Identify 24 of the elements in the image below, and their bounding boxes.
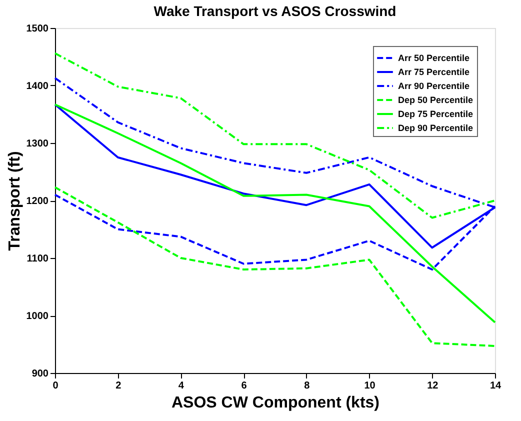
legend-label: Arr 75 Percentile [398, 67, 470, 77]
legend-label: Dep 50 Percentile [398, 95, 474, 105]
x-tick-label: 0 [52, 380, 59, 392]
y-tick-label: 1400 [26, 81, 49, 92]
x-tick-label: 8 [304, 380, 310, 392]
y-tick-label: 1200 [26, 196, 49, 207]
y-tick-label: 1100 [26, 254, 49, 264]
chart-title: Wake Transport vs ASOS Crosswind [154, 3, 396, 19]
legend-label: Dep 75 Percentile [398, 109, 474, 119]
legend-label: Arr 90 Percentile [398, 81, 470, 91]
legend-label: Dep 90 Percentile [398, 123, 474, 133]
x-tick-label: 4 [178, 380, 184, 392]
x-tick-label: 14 [490, 380, 502, 392]
x-tick-label: 2 [116, 380, 122, 392]
y-tick-label: 1000 [26, 311, 49, 322]
x-axis-title: ASOS CW Component (kts) [172, 394, 380, 412]
y-tick-label: 1500 [26, 24, 49, 34]
x-tick-label: 12 [427, 380, 439, 392]
legend-label: Arr 50 Percentile [398, 53, 470, 63]
y-tick-label: 900 [32, 368, 49, 380]
x-tick-label: 10 [364, 380, 376, 392]
y-axis-title: Transport (ft) [6, 151, 24, 251]
y-tick-label: 1300 [26, 138, 49, 150]
x-tick-label: 6 [241, 380, 248, 392]
